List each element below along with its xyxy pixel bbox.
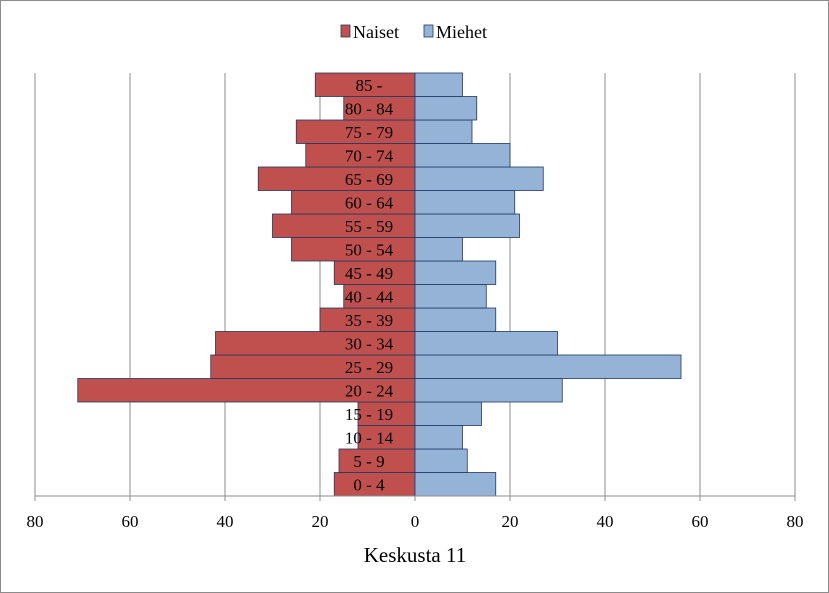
category-label-30-34: 30 - 34: [345, 334, 394, 353]
legend-swatch-miehet: [423, 24, 434, 38]
x-tick-label: 80: [787, 512, 804, 531]
x-tick-label: 20: [312, 512, 329, 531]
legend-label-miehet: Miehet: [436, 22, 487, 42]
x-axis-title: Keskusta 11: [364, 543, 466, 567]
bar-miehet-80-84: [414, 96, 478, 121]
x-tick-label: 80: [27, 512, 44, 531]
bar-miehet-30-34: [414, 331, 558, 356]
legend: Naiset Miehet: [340, 22, 487, 42]
category-label-15-19: 15 - 19: [345, 405, 393, 424]
category-label-45-49: 45 - 49: [345, 264, 393, 283]
category-label-20-24: 20 - 24: [345, 381, 394, 400]
bars: [77, 72, 682, 497]
category-label-65-69: 65 - 69: [345, 170, 393, 189]
bar-miehet-45-49: [414, 260, 497, 285]
category-label-80-84: 80 - 84: [345, 99, 394, 118]
bar-miehet-5-9: [414, 448, 468, 473]
bar-miehet-50-54: [414, 237, 463, 262]
bar-miehet-85: [414, 72, 463, 97]
x-tick-label: 60: [122, 512, 139, 531]
bar-miehet-65-69: [414, 166, 544, 191]
x-tick-label: 60: [692, 512, 709, 531]
x-tick-label: 40: [597, 512, 614, 531]
legend-swatch-naiset: [340, 24, 351, 38]
bar-miehet-20-24: [414, 378, 563, 403]
x-tick-label: 40: [217, 512, 234, 531]
category-label-5-9: 5 - 9: [353, 452, 384, 471]
bar-miehet-25-29: [414, 354, 682, 379]
bar-miehet-35-39: [414, 307, 497, 332]
bar-miehet-60-64: [414, 190, 516, 215]
category-label-10-14: 10 - 14: [345, 428, 394, 447]
category-label-60-64: 60 - 64: [345, 193, 394, 212]
bar-miehet-0-4: [414, 472, 497, 497]
bar-miehet-75-79: [414, 119, 473, 144]
bar-naiset-55-59: [272, 213, 416, 238]
category-label-25-29: 25 - 29: [345, 358, 393, 377]
category-label-0-4: 0 - 4: [353, 475, 385, 494]
category-label-35-39: 35 - 39: [345, 311, 393, 330]
category-label-70-74: 70 - 74: [345, 146, 394, 165]
bar-miehet-10-14: [414, 425, 463, 450]
x-tick-label: 20: [502, 512, 519, 531]
bar-miehet-70-74: [414, 143, 511, 168]
category-labels: 0 - 4 5 - 9 10 - 14 15 - 19 20 - 24 25 - 29 30…: [345, 76, 394, 495]
legend-label-naiset: Naiset: [353, 22, 399, 42]
category-label-85: 85 -: [356, 76, 383, 95]
bar-miehet-55-59: [414, 213, 520, 238]
x-axis: 80 60 40 20 0 20 40 60 80: [27, 495, 804, 531]
category-label-40-44: 40 - 44: [345, 287, 394, 306]
x-tick-label: 0: [411, 512, 420, 531]
category-label-50-54: 50 - 54: [345, 240, 394, 259]
bar-miehet-15-19: [414, 401, 482, 426]
bar-miehet-40-44: [414, 284, 487, 309]
category-label-55-59: 55 - 59: [345, 217, 393, 236]
category-label-75-79: 75 - 79: [345, 123, 393, 142]
